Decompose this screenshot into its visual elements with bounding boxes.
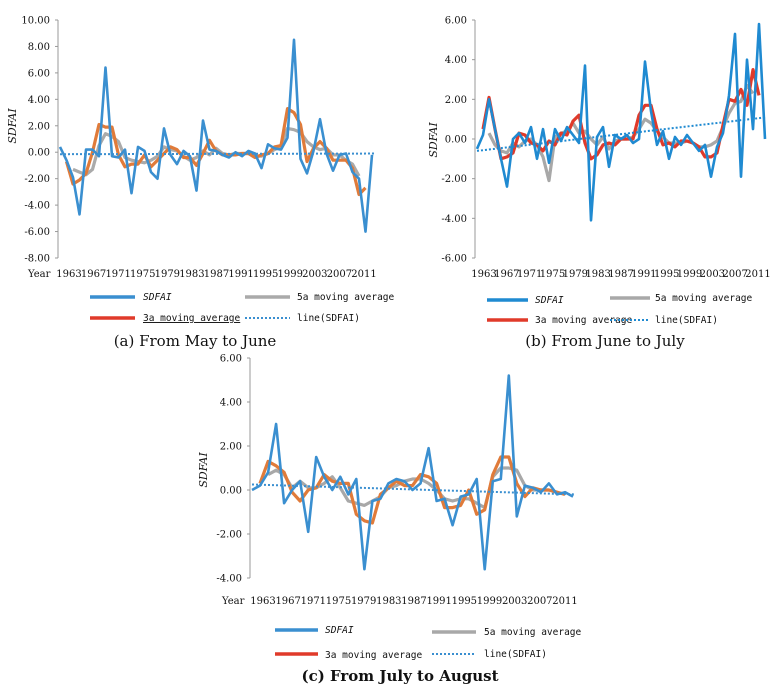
panel-c-x-tick-label: 1995 [452, 596, 477, 607]
panel-b-legend-5a: 5a moving average [655, 293, 753, 304]
panel-a-legend-5a: 5a moving average [297, 292, 395, 303]
panel-c-x-tick-label: 2007 [527, 596, 552, 607]
panel-b-y-tick-label: 0.00 [445, 135, 467, 146]
panel-c-legend-3a: 3a moving average [325, 650, 423, 661]
panel-b-series-sdfai-line [475, 22, 767, 222]
panel-b-x-tick-label: 1963 [471, 269, 496, 280]
panel-a-ylabel: SDFAI [6, 108, 19, 144]
panel-a-y-tick-label: 4.00 [28, 95, 50, 106]
panel-a-x-axis-title: Year [27, 269, 51, 280]
panel-b-legend-sdfai: SDFAI [535, 295, 564, 306]
panel-a-legend-sdfai: SDFAI [143, 292, 172, 303]
panel-a-y-tick-label: 8.00 [28, 42, 50, 53]
panel-a-plot [58, 38, 375, 233]
panel-a-caption: (a) From May to June [114, 332, 277, 350]
panel-a-series-trend-line [59, 152, 375, 156]
panel-a-legend-trend: line(SDFAI) [297, 313, 360, 324]
panel-b-caption: (b) From June to July [525, 332, 685, 350]
panel-c-x-tick-label: 2003 [502, 596, 527, 607]
panel-a-x-tick-label: 2007 [327, 269, 352, 280]
panel-b-x-tick-label: 2007 [722, 269, 747, 280]
panel-c-legend-5a: 5a moving average [484, 627, 582, 638]
panel-a-y-tick-label: -8.00 [24, 254, 50, 265]
panel-c-caption: (c) From July to August [301, 667, 498, 685]
panel-c-y-tick-label: -4.00 [216, 574, 242, 585]
panel-c-x-tick-label: 1971 [301, 596, 326, 607]
panel-c-plot [251, 374, 576, 571]
panel-b-y-tick-label: -2.00 [441, 174, 467, 185]
panel-b-series-trend-line [476, 116, 768, 152]
panel-c-ylabel: SDFAI [197, 452, 210, 488]
panel-a: 10.00 8.00 6.00 4.00 2.00 0.00 -2.00 -4.00 -6.00… [6, 16, 395, 351]
panel-c-y-tick-label: 6.00 [220, 354, 242, 365]
panel-b-x-tick-label: 1967 [494, 269, 519, 280]
panel-c-x-tick-label: 2011 [552, 596, 577, 607]
panel-b-x-tick-label: 1991 [631, 269, 656, 280]
panel-a-x-tick-label: 1971 [105, 269, 130, 280]
panel-a-y-tick-label: 2.00 [28, 121, 50, 132]
panel-c-x-tick-label: 1991 [426, 596, 451, 607]
panel-a-x-tick-label: 1995 [253, 269, 278, 280]
panel-b-x-tick-label: 1987 [608, 269, 633, 280]
panel-c-y-tick-label: 2.00 [220, 442, 242, 453]
panel-b-x-tick-label: 2011 [745, 269, 770, 280]
panel-b-legend-3a: 3a moving average [535, 315, 633, 326]
panel-c-series-sdfai-line [251, 374, 574, 571]
panel-c-x-tick-label: 1963 [250, 596, 275, 607]
panel-a-y-tick-label: -4.00 [24, 201, 50, 212]
panel-a-x-tick-label: 1979 [155, 269, 180, 280]
panel-a-legend-3a: 3a moving average [143, 313, 241, 324]
panel-b: 6.004.002.000.00-2.00-4.00-6.00196319671… [427, 16, 771, 351]
panel-c-series-trend-line [251, 483, 576, 496]
panel-a-x-tick-label: 1987 [204, 269, 229, 280]
panel-a-y-tick-label: 0.00 [28, 148, 50, 159]
panel-a-axes: 10.00 8.00 6.00 4.00 2.00 0.00 -2.00 -4.00 -6.00… [21, 16, 376, 281]
panel-b-y-tick-label: -6.00 [441, 254, 467, 265]
panel-b-ylabel: SDFAI [427, 122, 440, 158]
panel-a-y-tick-label: 6.00 [28, 68, 50, 79]
panel-b-y-tick-label: 6.00 [445, 16, 467, 27]
panel-a-series-sdfai-line [58, 38, 374, 233]
panel-b-y-tick-label: 2.00 [445, 95, 467, 106]
panel-c-x-tick-label: 1983 [376, 596, 401, 607]
panel-a-y-tick-label: -2.00 [24, 174, 50, 185]
panel-a-x-tick-label: 1991 [228, 269, 253, 280]
panel-c-legend-sdfai: SDFAI [325, 625, 354, 636]
panel-c-x-tick-label: 1987 [401, 596, 426, 607]
panel-a-y-tick-label: 10.00 [21, 16, 50, 27]
panel-a-x-tick-label: 1999 [278, 269, 303, 280]
panel-b-x-tick-label: 1971 [517, 269, 542, 280]
panel-a-x-tick-label: 1975 [130, 269, 155, 280]
panel-b-x-tick-label: 1979 [563, 269, 588, 280]
panel-a-x-tick-label: 2011 [351, 269, 376, 280]
panel-b-y-tick-label: -4.00 [441, 214, 467, 225]
panel-b-y-tick-label: 4.00 [445, 55, 467, 66]
panel-b-plot [475, 22, 768, 222]
panel-c-y-tick-label: -2.00 [216, 530, 242, 541]
panel-a-x-tick-label: 1983 [179, 269, 204, 280]
panel-b-legend-trend: line(SDFAI) [655, 315, 718, 326]
panel-b-axes: 6.004.002.000.00-2.00-4.00-6.00196319671… [441, 16, 770, 281]
panel-c-x-tick-label: 1967 [275, 596, 300, 607]
panel-c-legend-trend: line(SDFAI) [484, 649, 547, 660]
panel-b-x-tick-label: 1975 [540, 269, 565, 280]
panel-c-x-tick-label: 1999 [477, 596, 502, 607]
panel-c-y-tick-label: 0.00 [220, 486, 242, 497]
panel-c-x-axis-title: Year [221, 596, 245, 607]
panel-b-x-tick-label: 1983 [585, 269, 610, 280]
panel-b-x-tick-label: 1995 [654, 269, 679, 280]
panel-c-x-tick-label: 1975 [326, 596, 351, 607]
panel-a-x-tick-label: 2003 [302, 269, 327, 280]
panel-a-x-tick-label: 1967 [81, 269, 106, 280]
panel-a-x-tick-label: 1963 [56, 269, 81, 280]
panel-c-x-tick-label: 1979 [351, 596, 376, 607]
panel-c-y-tick-label: 4.00 [220, 398, 242, 409]
panel-a-y-tick-label: -6.00 [24, 227, 50, 238]
panel-b-x-tick-label: 1999 [677, 269, 702, 280]
panel-b-x-tick-label: 2003 [700, 269, 725, 280]
